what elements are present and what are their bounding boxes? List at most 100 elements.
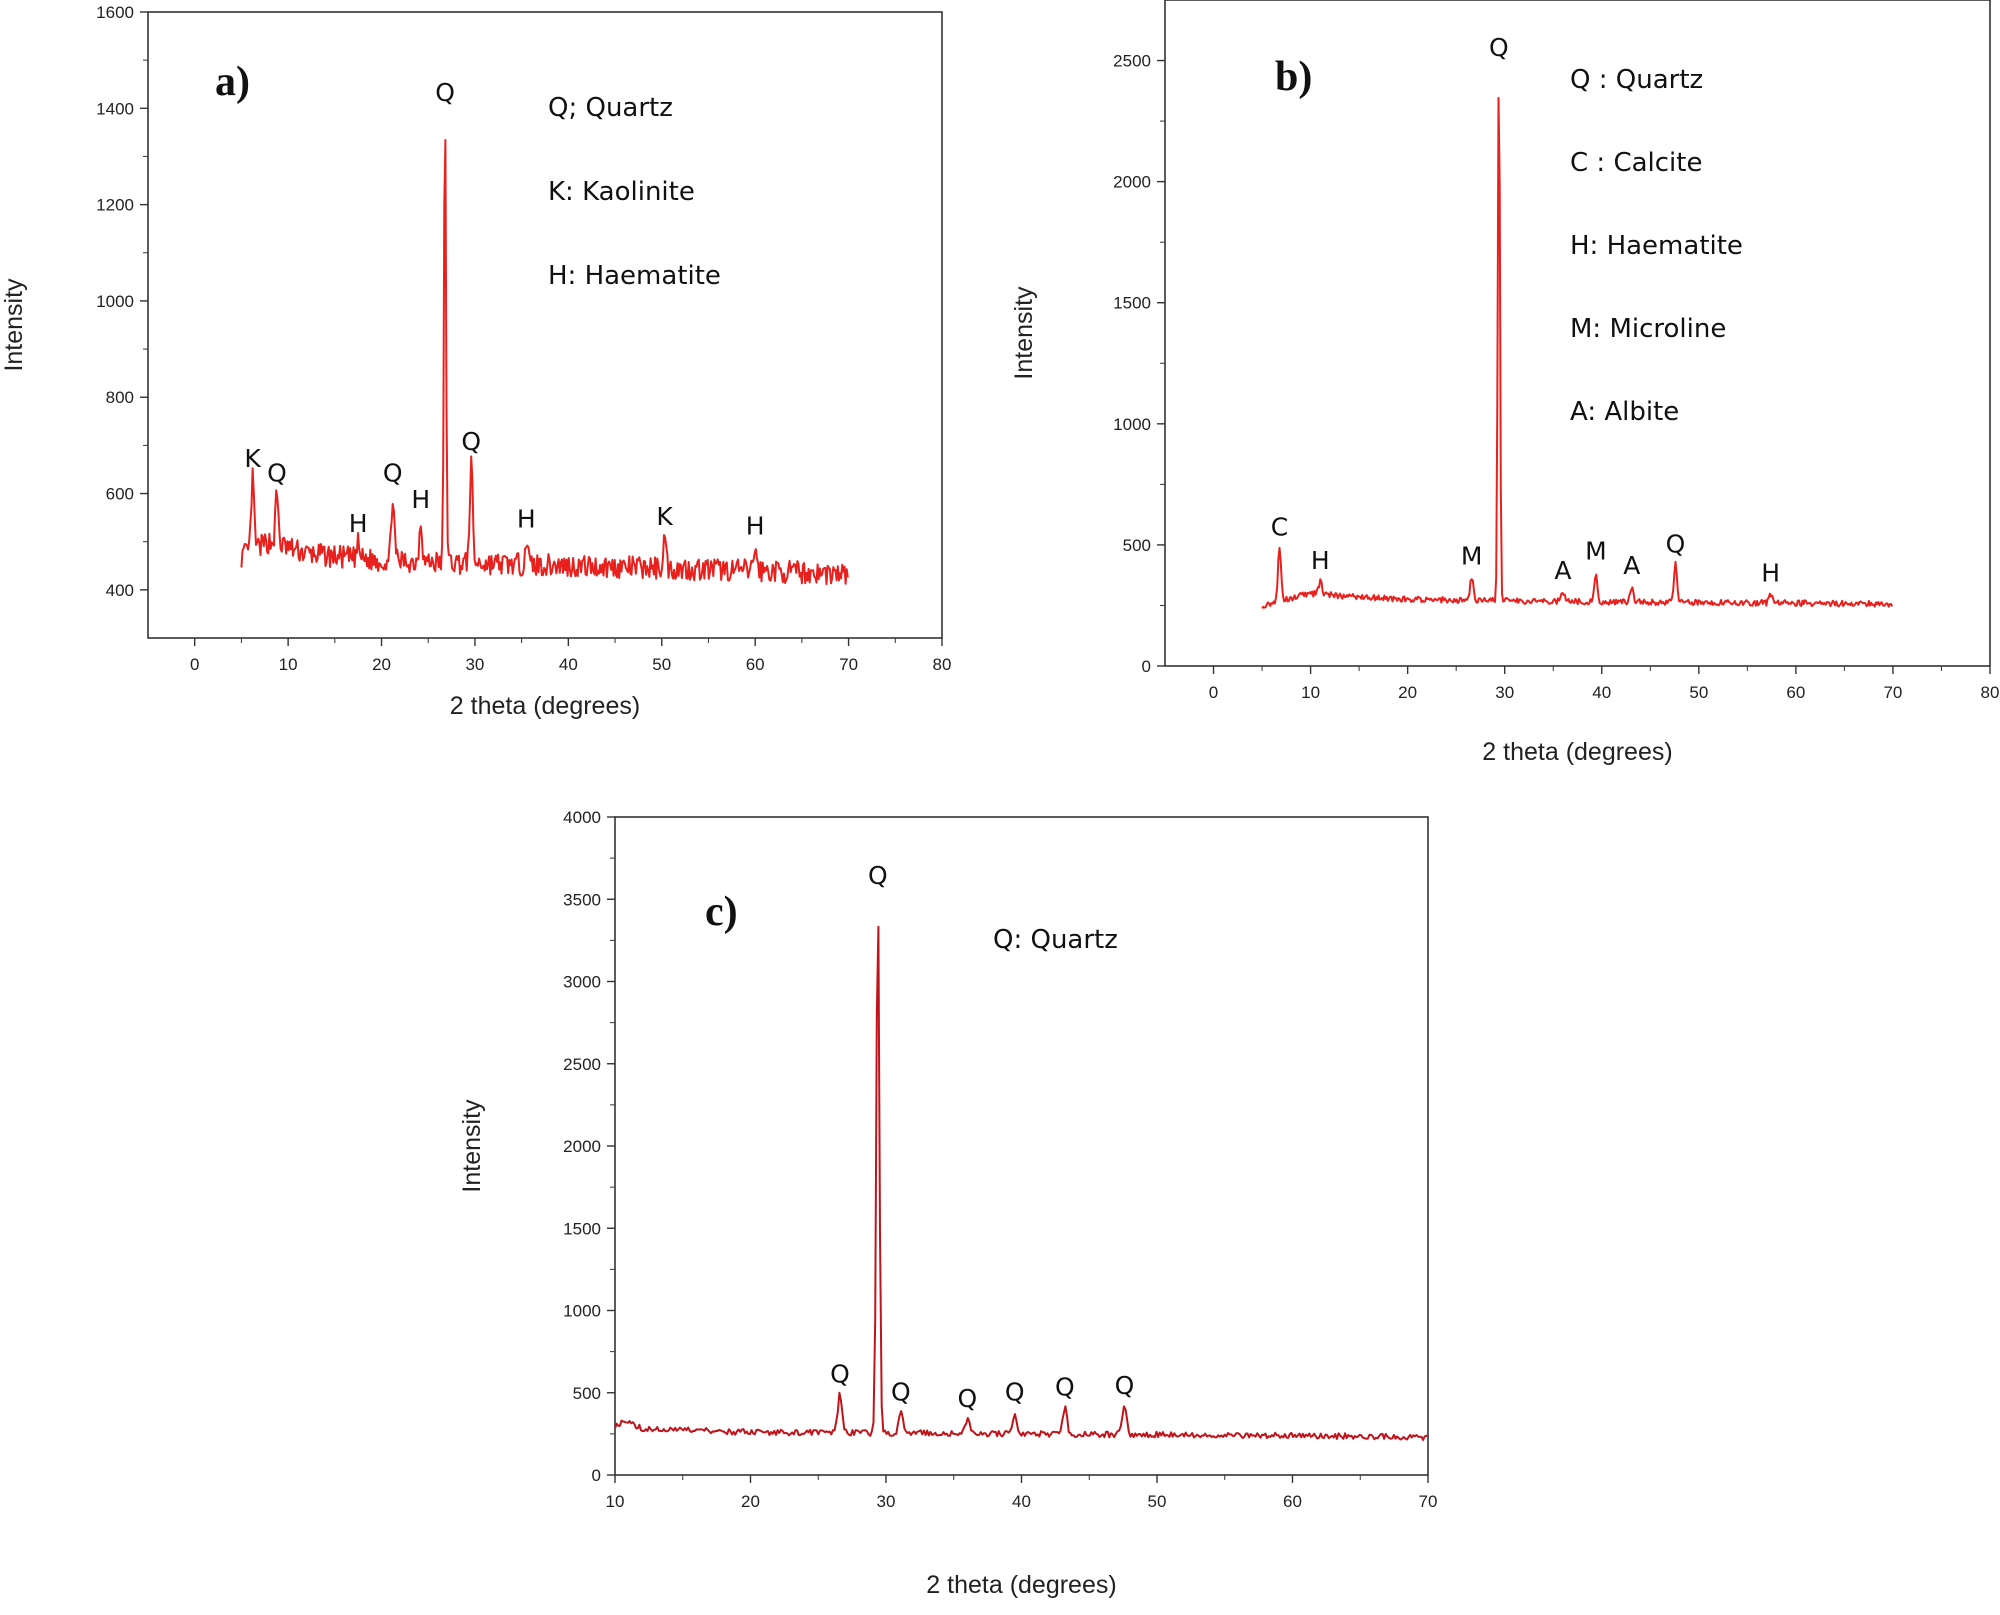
y-tick-label: 1500 [1113,294,1151,313]
peak-label: Q [891,1377,911,1406]
peak-label: Q [383,459,403,488]
y-tick-label: 2000 [563,1137,601,1156]
y-tick-label: 1000 [1113,415,1151,434]
legend-entry: Q; Quartz [548,93,673,123]
y-tick-label: 1000 [563,1302,601,1321]
x-tick-label: 70 [839,655,858,674]
y-tick-label: 1200 [96,196,134,215]
peak-label: C [1271,512,1288,541]
x-tick-label: 30 [465,655,484,674]
y-tick-label: 600 [106,485,134,504]
peak-label: H [1761,558,1780,587]
x-tick-label: 80 [933,655,952,674]
x-tick-label: 20 [372,655,391,674]
x-tick-label: 50 [1148,1492,1167,1511]
x-tick-label: 50 [652,655,671,674]
panel-label: a) [215,59,250,105]
legend-entry: M: Microline [1570,314,1726,344]
peak-label: H [411,485,430,514]
peak-label: M [1461,541,1483,570]
x-tick-label: 60 [1283,1492,1302,1511]
diffraction-trace [240,139,849,585]
peak-label: A [1623,551,1640,580]
x-tick-label: 40 [559,655,578,674]
plot-frame [1164,0,1991,667]
peak-label: H [349,509,368,538]
peak-label: H [1311,546,1330,575]
legend-entry: H: Haematite [548,261,721,291]
x-tick-label: 40 [1012,1492,1031,1511]
panel-label: c) [705,889,738,935]
y-axis-label: Intensity [1010,286,1038,380]
x-tick-label: 60 [746,655,765,674]
x-tick-label: 0 [190,655,199,674]
legend-entry: Q : Quartz [1570,65,1703,95]
y-axis-label: Intensity [458,1099,486,1193]
x-tick-label: 20 [741,1492,760,1511]
diffraction-trace [1261,96,1894,609]
y-tick-label: 1500 [563,1219,601,1238]
x-tick-label: 60 [1786,683,1805,702]
panel-label: b) [1275,54,1312,100]
y-tick-label: 1000 [96,292,134,311]
peak-label: H [517,504,536,533]
legend-entry: C : Calcite [1570,148,1702,178]
peak-label: K [244,444,261,473]
peak-label: Q [1005,1377,1025,1406]
y-axis-label: Intensity [0,278,28,372]
peak-label: Q [1489,33,1509,62]
legend-entry: H: Haematite [1570,231,1743,261]
x-tick-label: 20 [1398,683,1417,702]
peak-label: Q [1055,1373,1075,1402]
x-axis-label: 2 theta (degrees) [1482,738,1672,766]
peak-label: Q [830,1359,850,1388]
peak-label: A [1554,556,1571,585]
peak-label: Q [267,459,287,488]
x-tick-label: 30 [877,1492,896,1511]
diffraction-trace [614,925,1429,1441]
peak-label: M [1585,537,1607,566]
y-tick-label: 3000 [563,973,601,992]
peak-label: H [746,512,765,541]
x-tick-label: 30 [1495,683,1514,702]
x-tick-label: 10 [1301,683,1320,702]
chart-panel-b: 0 10 20 30 40 50 60 70 80 0 500 1000 1500 2000 2500 2 t… [1010,0,1999,766]
y-tick-label: 500 [573,1384,601,1403]
y-tick-label: 4000 [563,808,601,827]
x-tick-label: 10 [279,655,298,674]
x-tick-label: 10 [606,1492,625,1511]
peak-label: Q [1115,1371,1135,1400]
x-tick-label: 80 [1981,683,2000,702]
y-tick-label: 1600 [96,3,134,22]
x-tick-label: 50 [1689,683,1708,702]
y-tick-label: 3500 [563,890,601,909]
y-tick-label: 500 [1123,536,1151,555]
y-tick-label: 2500 [1113,52,1151,71]
y-tick-label: 1400 [96,99,134,118]
peak-label: K [656,502,673,531]
peak-label: Q [1666,529,1686,558]
x-tick-label: 70 [1883,683,1902,702]
peak-label: Q [868,861,888,890]
peak-label: Q [957,1384,977,1413]
x-tick-label: 0 [1209,683,1218,702]
legend-entry: A: Albite [1570,397,1679,427]
legend-entry: Q: Quartz [993,925,1118,955]
y-tick-label: 2000 [1113,173,1151,192]
y-tick-label: 400 [106,581,134,600]
x-axis-label: 2 theta (degrees) [926,1571,1116,1599]
x-axis-label: 2 theta (degrees) [450,692,640,720]
peak-label: Q [435,78,455,107]
peak-label: Q [461,427,481,456]
chart-panel-a: 0 10 20 30 40 50 60 70 80 400 600 800 1000 1200 1400 16… [0,3,951,720]
y-tick-label: 0 [592,1466,601,1485]
legend-entry: K: Kaolinite [548,177,695,207]
plot-frame [147,11,943,639]
y-tick-label: 800 [106,388,134,407]
chart-panel-c: 10 20 30 40 50 60 70 0 500 1000 1500 2000 2500 3000 35… [458,808,1437,1599]
x-tick-label: 40 [1592,683,1611,702]
y-tick-label: 0 [1142,657,1151,676]
x-tick-label: 70 [1419,1492,1438,1511]
y-tick-label: 2500 [563,1055,601,1074]
